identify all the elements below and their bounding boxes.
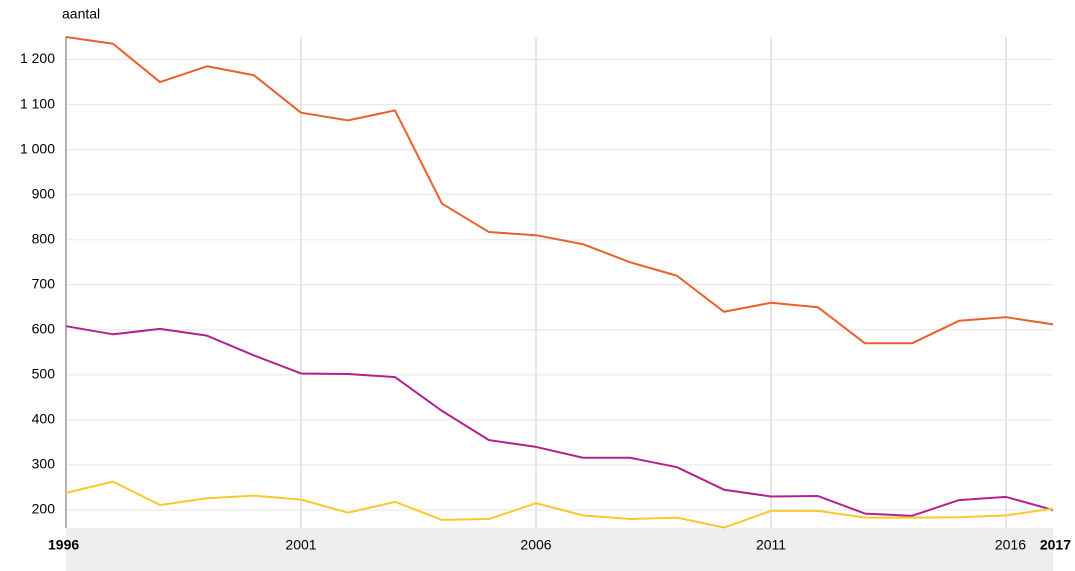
y-tick-label: 400 xyxy=(32,411,56,427)
y-tick-label: 1 100 xyxy=(20,95,55,111)
y-axis-label: aantal xyxy=(62,6,100,22)
y-tick-label: 200 xyxy=(32,501,56,517)
line-series xyxy=(65,480,1054,529)
x-tick-label: 2001 xyxy=(285,537,316,553)
x-tick-label: 2006 xyxy=(520,537,551,553)
y-tick-label: 1 200 xyxy=(20,50,55,66)
x-tick-label: 2011 xyxy=(756,537,786,553)
y-tick-label: 600 xyxy=(32,321,56,337)
x-tick-label: 2016 xyxy=(995,537,1026,553)
y-tick-label: 300 xyxy=(32,456,56,472)
x-tick-label: 2017 xyxy=(1040,537,1071,553)
x-tick-label: 1996 xyxy=(48,537,79,553)
x-axis-band xyxy=(66,528,1053,571)
y-tick-label: 500 xyxy=(32,366,56,382)
line-series xyxy=(65,36,1054,345)
y-tick-label: 1 000 xyxy=(20,140,55,156)
y-tick-label: 800 xyxy=(32,230,56,246)
y-tick-label: 700 xyxy=(32,275,56,291)
line-series xyxy=(65,325,1054,517)
y-tick-label: 900 xyxy=(32,185,56,201)
